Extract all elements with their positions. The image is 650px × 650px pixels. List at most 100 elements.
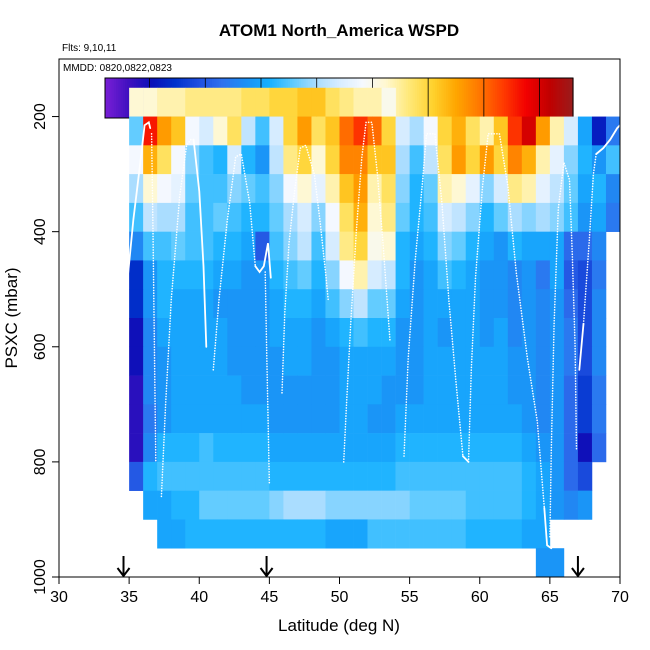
heatmap-cell bbox=[171, 116, 186, 146]
heatmap-cell bbox=[423, 318, 438, 348]
x-axis-label: Latitude (deg N) bbox=[278, 616, 400, 635]
heatmap-cell bbox=[157, 174, 172, 204]
heatmap-cell bbox=[269, 490, 284, 520]
colorbar-swatch bbox=[559, 78, 563, 118]
heatmap-cell bbox=[339, 260, 354, 290]
heatmap-cell bbox=[591, 260, 607, 290]
flight-tracks bbox=[122, 120, 621, 550]
heatmap-cell bbox=[521, 231, 537, 261]
y-tick-label: 400 bbox=[32, 218, 49, 245]
heatmap-cell bbox=[199, 145, 214, 175]
heatmap-cell bbox=[157, 87, 172, 117]
heatmap-cell bbox=[185, 202, 200, 232]
heatmap-cell bbox=[423, 346, 438, 376]
heatmap-cell bbox=[563, 260, 579, 290]
heatmap-cell bbox=[535, 461, 551, 491]
heatmap-cell bbox=[577, 145, 593, 175]
heatmap-cell bbox=[535, 145, 551, 175]
colorbar-swatch bbox=[111, 78, 115, 118]
heatmap-cell bbox=[563, 461, 579, 491]
heatmap-cell bbox=[423, 490, 438, 520]
heatmap-cell bbox=[353, 346, 368, 376]
heatmap-cell bbox=[297, 231, 312, 261]
heatmap-cell bbox=[367, 145, 382, 175]
colorbar-swatch bbox=[434, 78, 438, 118]
heatmap-cell bbox=[437, 318, 452, 348]
heatmap-cell bbox=[227, 490, 242, 520]
colorbar-swatch bbox=[421, 78, 425, 118]
heatmap-cell bbox=[577, 404, 593, 434]
colorbar-swatch bbox=[443, 78, 447, 118]
heatmap-cell bbox=[451, 174, 467, 204]
heatmap-cell bbox=[353, 289, 368, 319]
flight-track bbox=[403, 133, 464, 457]
flight-track bbox=[124, 357, 129, 492]
heatmap-cell bbox=[577, 174, 593, 204]
heatmap-cell bbox=[297, 404, 312, 434]
heatmap-cell bbox=[395, 231, 410, 261]
colorbar-swatch bbox=[452, 78, 456, 118]
heatmap-cell bbox=[255, 519, 270, 549]
heatmap-cell bbox=[353, 260, 368, 290]
heatmap-cell bbox=[227, 202, 242, 232]
heatmap-cell bbox=[381, 375, 396, 405]
heatmap-cell bbox=[297, 519, 312, 549]
heatmap-cell bbox=[479, 145, 495, 175]
heatmap-cell bbox=[549, 461, 565, 491]
heatmap-cell bbox=[227, 260, 242, 290]
heatmap-cell bbox=[199, 404, 214, 434]
heatmap-cell bbox=[423, 289, 438, 319]
heatmap-cell bbox=[283, 116, 298, 146]
heatmap-cell bbox=[143, 318, 158, 348]
colorbar-swatch bbox=[122, 78, 126, 118]
heatmap-cell bbox=[493, 404, 509, 434]
heatmap-cell bbox=[353, 404, 368, 434]
heatmap-cell bbox=[451, 116, 467, 146]
heatmap-cell bbox=[311, 87, 326, 117]
heatmap-cell bbox=[423, 202, 438, 232]
heatmap-cell bbox=[507, 174, 523, 204]
colorbar-swatch bbox=[432, 78, 436, 118]
heatmap-cell bbox=[535, 318, 551, 348]
heatmap-cell bbox=[241, 260, 256, 290]
heatmap-cell bbox=[143, 116, 158, 146]
x-tick-label: 55 bbox=[401, 589, 419, 606]
colorbar-swatch bbox=[499, 78, 503, 118]
heatmap-cell bbox=[535, 375, 551, 405]
heatmap-cell bbox=[535, 202, 551, 232]
heatmap-cell bbox=[507, 461, 523, 491]
heatmap-cell bbox=[605, 202, 621, 232]
heatmap-cell bbox=[143, 231, 158, 261]
heatmap-cell bbox=[507, 116, 523, 146]
heatmap-cell bbox=[171, 375, 186, 405]
heatmap-cell bbox=[227, 116, 242, 146]
heatmap-cells bbox=[129, 87, 621, 578]
heatmap-cell bbox=[367, 375, 382, 405]
heatmap-cell bbox=[311, 461, 326, 491]
heatmap-cell bbox=[465, 490, 481, 520]
heatmap-cell bbox=[493, 289, 509, 319]
colorbar-swatch bbox=[394, 78, 398, 118]
colorbar-swatch bbox=[492, 78, 496, 118]
heatmap-cell bbox=[227, 433, 242, 463]
colorbar-swatch bbox=[448, 78, 452, 118]
heatmap-cell bbox=[423, 461, 438, 491]
heatmap-cell bbox=[479, 289, 495, 319]
colorbar-swatch bbox=[430, 78, 434, 118]
heatmap-cell bbox=[451, 289, 467, 319]
heatmap-cell bbox=[269, 433, 284, 463]
flight-track bbox=[549, 162, 578, 538]
heatmap-cell bbox=[311, 318, 326, 348]
heatmap-cell bbox=[381, 145, 396, 175]
colorbar-swatch bbox=[401, 78, 405, 118]
heatmap-cell bbox=[199, 202, 214, 232]
heatmap-cell bbox=[213, 289, 228, 319]
heatmap-cell bbox=[451, 145, 467, 175]
heatmap-cell bbox=[283, 375, 298, 405]
heatmap-cell bbox=[157, 145, 172, 175]
heatmap-cell bbox=[353, 145, 368, 175]
colorbar-swatch bbox=[428, 78, 431, 118]
heatmap-cell bbox=[227, 318, 242, 348]
heatmap-cell bbox=[437, 375, 452, 405]
heatmap-cell bbox=[535, 548, 551, 578]
